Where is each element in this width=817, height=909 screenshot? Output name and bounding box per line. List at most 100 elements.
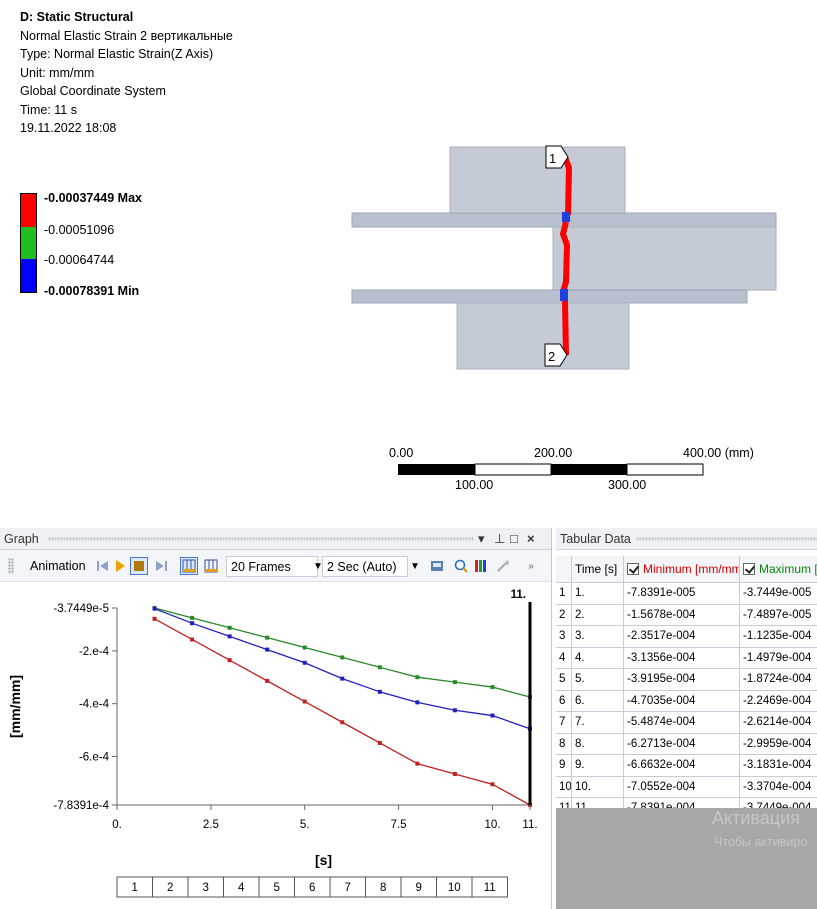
row-number: 7 bbox=[556, 712, 572, 733]
maximize-icon[interactable]: □ bbox=[510, 531, 518, 546]
table-row[interactable]: 7 7. -5.4874e-004 -2.6214e-004 bbox=[556, 712, 817, 734]
data-point bbox=[265, 635, 270, 640]
data-point bbox=[190, 637, 195, 642]
row-number: 4 bbox=[556, 647, 572, 668]
stop-icon[interactable] bbox=[130, 557, 148, 575]
minimum-cell: -5.4874e-004 bbox=[624, 712, 740, 733]
chevron-down-icon[interactable]: ▼ bbox=[313, 560, 323, 572]
time-cell: 6. bbox=[572, 690, 624, 711]
row-number: 5 bbox=[556, 669, 572, 690]
frame-cell[interactable] bbox=[471, 876, 508, 898]
data-point bbox=[377, 665, 382, 670]
time-cell: 5. bbox=[572, 669, 624, 690]
minimum-cell: -3.1356e-004 bbox=[624, 647, 740, 668]
scale-label: 0.00 bbox=[389, 446, 414, 460]
probe-1-marker[interactable]: 1 bbox=[545, 145, 569, 169]
probe-2-label: 2 bbox=[548, 349, 555, 364]
duration-value: 2 Sec (Auto) bbox=[327, 560, 397, 574]
distributed-frames-icon[interactable] bbox=[180, 557, 198, 575]
play-icon[interactable] bbox=[111, 557, 129, 575]
row-number: 2 bbox=[556, 604, 572, 625]
table-row[interactable]: 4 4. -3.1356e-004 -1.4979e-004 bbox=[556, 647, 817, 669]
toolbar-grip bbox=[8, 558, 14, 574]
data-point bbox=[340, 720, 345, 725]
data-point bbox=[227, 634, 232, 639]
zoom-icon[interactable] bbox=[452, 557, 470, 575]
header-time[interactable]: Time [s] bbox=[572, 556, 624, 582]
frame-number: 11 bbox=[484, 882, 496, 894]
header-minimum[interactable]: Minimum [mm/mm] bbox=[624, 556, 740, 582]
data-point bbox=[452, 771, 457, 776]
animation-label: Animation bbox=[30, 559, 86, 573]
export-video-icon[interactable] bbox=[428, 557, 446, 575]
duration-select[interactable]: 2 Sec (Auto) bbox=[322, 556, 408, 577]
color-bar-icon[interactable] bbox=[472, 557, 490, 575]
minimum-cell: -7.8391e-005 bbox=[624, 583, 740, 604]
frames-value: 20 Frames bbox=[231, 560, 291, 574]
forward-icon[interactable] bbox=[152, 557, 170, 575]
overflow-chevron-icon[interactable]: » bbox=[528, 560, 534, 572]
x-tick-label: 2.5 bbox=[203, 819, 219, 831]
y-tick-label: -2.e-4 bbox=[79, 646, 110, 658]
path-segment-red bbox=[562, 155, 573, 216]
x-tick-label: 5. bbox=[300, 819, 310, 831]
table-row[interactable]: 2 2. -1.5678e-004 -7.4897e-005 bbox=[556, 604, 817, 626]
settings-icon[interactable] bbox=[494, 557, 512, 575]
table-row[interactable]: 5 5. -3.9195e-004 -1.8724e-004 bbox=[556, 669, 817, 691]
frame-number: 1 bbox=[132, 882, 138, 894]
minimum-cell: -6.6632e-004 bbox=[624, 755, 740, 776]
upper-block bbox=[449, 146, 626, 215]
pin-icon[interactable]: ⊥ bbox=[494, 531, 506, 546]
data-point bbox=[190, 615, 195, 620]
minimum-cell: -2.3517e-004 bbox=[624, 626, 740, 647]
tabular-panel-header: Tabular Data bbox=[556, 528, 817, 550]
maximum-checkbox[interactable] bbox=[743, 563, 755, 575]
result-frames-icon[interactable] bbox=[202, 557, 220, 575]
series-line-minimum bbox=[154, 618, 531, 806]
minimum-cell: -1.5678e-004 bbox=[624, 604, 740, 625]
table-row[interactable]: 1 1. -7.8391e-005 -3.7449e-005 bbox=[556, 583, 817, 605]
y-tick-label: -4.e-4 bbox=[79, 699, 110, 711]
probe-2-marker[interactable]: 2 bbox=[544, 343, 568, 367]
maximum-cell: -3.7449e-005 bbox=[740, 583, 817, 604]
legend-band-red bbox=[21, 194, 36, 227]
rewind-icon[interactable] bbox=[94, 557, 112, 575]
maximum-cell: -1.4979e-004 bbox=[740, 648, 817, 669]
data-point bbox=[490, 782, 495, 787]
minimum-cell: -4.7035e-004 bbox=[624, 690, 740, 711]
middle-block bbox=[552, 226, 777, 291]
frames-select[interactable]: 20 Frames bbox=[226, 556, 318, 577]
model-viewport[interactable]: D: Static Structural Normal Elastic Stra… bbox=[0, 0, 817, 518]
data-point bbox=[190, 621, 195, 626]
table-row[interactable]: 10 10. -7.0552e-004 -3.3704e-004 bbox=[556, 776, 817, 798]
data-point bbox=[452, 680, 457, 685]
strain-chart[interactable]: -3.7449e-5 -2.e-4 -4.e-4 -6.e-4 -7.8391e-40.… bbox=[0, 583, 552, 909]
close-icon[interactable]: × bbox=[527, 531, 535, 546]
table-row[interactable]: 3 3. -2.3517e-004 -1.1235e-004 bbox=[556, 626, 817, 648]
analysis-title: D: Static Structural bbox=[20, 10, 134, 24]
graph-panel: Graph ▾ ⊥ □ × Animation 20 Frames ▼ bbox=[0, 528, 552, 909]
chevron-down-icon[interactable]: ▼ bbox=[410, 560, 420, 572]
minimum-checkbox[interactable] bbox=[627, 563, 639, 575]
row-number: 6 bbox=[556, 690, 572, 711]
table-row[interactable]: 6 6. -4.7035e-004 -2.2469e-004 bbox=[556, 690, 817, 712]
header-grip bbox=[636, 537, 817, 541]
path-segment-blue bbox=[562, 212, 570, 222]
graph-panel-title: Graph bbox=[4, 532, 39, 546]
data-point bbox=[377, 740, 382, 745]
dropdown-arrow-icon[interactable]: ▾ bbox=[478, 531, 485, 546]
y-axis-label: [mm/mm] bbox=[7, 675, 23, 738]
table-row[interactable]: 9 9. -6.6632e-004 -3.1831e-004 bbox=[556, 755, 817, 777]
scale-bar bbox=[398, 463, 704, 476]
scale-label: 200.00 bbox=[534, 446, 573, 460]
frame-number: 5 bbox=[274, 882, 280, 894]
x-tick-label: 7.5 bbox=[391, 819, 407, 831]
x-axis-label: [s] bbox=[315, 852, 332, 868]
model-geometry[interactable]: 1 2 bbox=[0, 0, 817, 518]
table-row[interactable]: 8 8. -6.2713e-004 -2.9959e-004 bbox=[556, 733, 817, 755]
time-cell: 1. bbox=[572, 583, 624, 604]
info-line: Time: 11 s bbox=[20, 102, 77, 117]
data-point bbox=[490, 685, 495, 690]
row-number: 10 bbox=[556, 776, 572, 797]
header-maximum[interactable]: Maximum [ bbox=[740, 556, 817, 582]
